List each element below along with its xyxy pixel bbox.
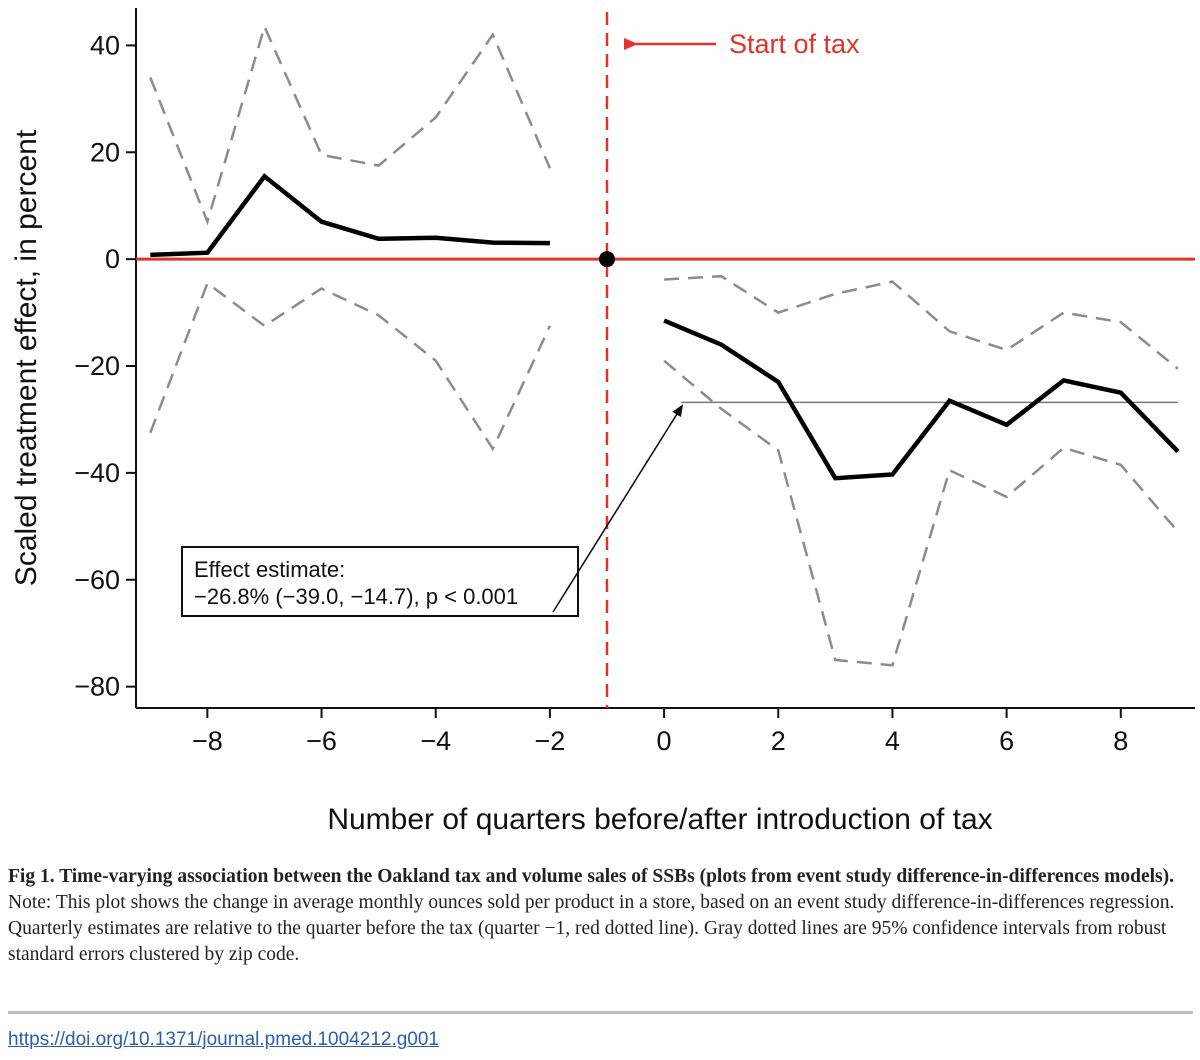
- series-upper-ci-post: [664, 274, 1179, 370]
- x-tick-label: −4: [420, 726, 451, 756]
- x-tick-label: −8: [192, 726, 223, 756]
- tax-start-label: Start of tax: [729, 29, 860, 59]
- series-lower-ci-post: [663, 359, 1179, 667]
- x-tick-label: 0: [657, 726, 672, 756]
- series-estimate-post: [663, 318, 1180, 481]
- y-tick-label: 0: [105, 244, 120, 274]
- series-estimate-pre: [150, 173, 550, 258]
- chart-marks: [136, 12, 1195, 708]
- x-tick-label: 8: [1113, 726, 1128, 756]
- doi-link[interactable]: https://doi.org/10.1371/journal.pmed.100…: [8, 1029, 439, 1050]
- caption-title: Fig 1. Time-varying association between …: [8, 866, 1175, 887]
- y-tick-label: 40: [90, 30, 120, 60]
- x-tick-label: 4: [885, 726, 900, 756]
- y-axis-title: Scaled treatment effect, in percent: [10, 129, 43, 586]
- y-tick-label: −40: [74, 458, 120, 488]
- caption-note: Note: This plot shows the change in aver…: [8, 892, 1175, 965]
- x-tick-label: 2: [771, 726, 786, 756]
- x-tick-label: −2: [534, 726, 565, 756]
- series-lower-ci-pre: [149, 281, 552, 452]
- effect-estimate-box: [181, 546, 579, 617]
- effect-estimate-value: −26.8% (−39.0, −14.7), p < 0.001: [194, 584, 518, 609]
- x-tick-label: −6: [306, 726, 337, 756]
- effect-estimate-arrow: [552, 404, 684, 613]
- figure-caption: Fig 1. Time-varying association between …: [8, 864, 1193, 968]
- y-tick-label: 20: [90, 137, 120, 167]
- series-upper-ci-pre: [149, 23, 552, 226]
- y-tick-label: −80: [74, 672, 120, 702]
- x-axis-title: Number of quarters before/after introduc…: [327, 803, 992, 836]
- divider: [8, 1011, 1193, 1014]
- y-tick-label: −20: [74, 351, 120, 381]
- y-tick-label: −60: [74, 565, 120, 595]
- x-tick-label: 6: [999, 726, 1014, 756]
- reference-point: [598, 251, 615, 268]
- effect-estimate-title: Effect estimate:: [194, 557, 345, 582]
